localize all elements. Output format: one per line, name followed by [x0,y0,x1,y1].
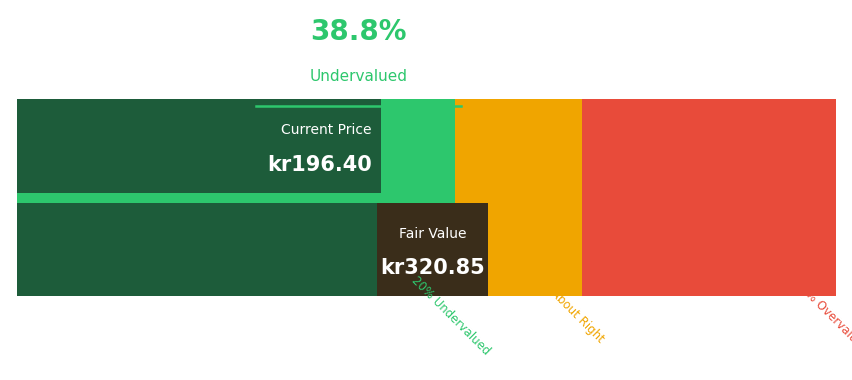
Text: Undervalued: Undervalued [309,69,406,84]
Bar [455,99,581,296]
Text: kr196.40: kr196.40 [267,155,371,174]
Text: Fair Value: Fair Value [399,226,466,241]
Bar [17,203,455,296]
Text: 20% Overvalued: 20% Overvalued [792,277,852,355]
Bar [377,203,487,296]
Text: 20% Undervalued: 20% Undervalued [408,274,492,358]
Bar [17,99,455,296]
Text: kr320.85: kr320.85 [380,258,485,278]
Text: Current Price: Current Price [281,123,371,137]
Text: 38.8%: 38.8% [309,17,406,46]
Text: About Right: About Right [548,287,606,345]
Bar [581,99,835,296]
Bar [17,99,381,193]
